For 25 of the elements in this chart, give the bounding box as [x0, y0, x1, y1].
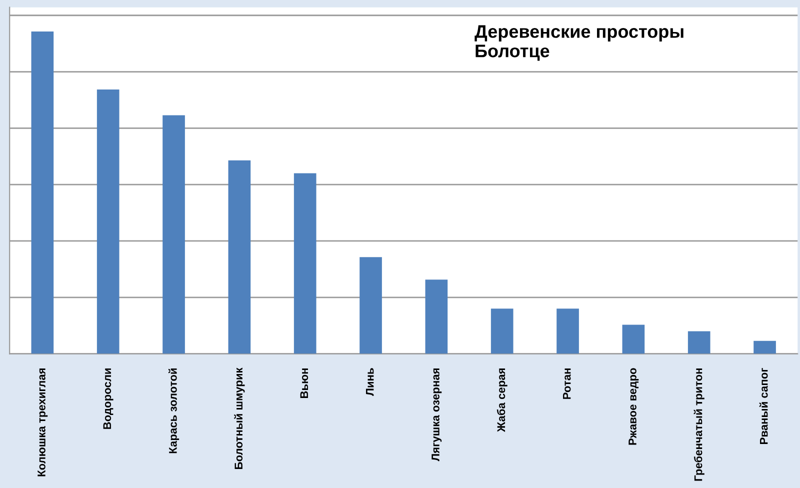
x-tick-label: Линь: [366, 368, 374, 396]
bar: [556, 308, 579, 354]
x-tick-label: Жаба серая: [496, 368, 508, 432]
x-tick-label: Ржавое ведро: [628, 368, 639, 445]
x-tick-label: Болотный шмурик: [234, 368, 245, 469]
bar: [228, 160, 251, 354]
x-tick-label: Вьюн: [300, 368, 308, 398]
chart-title: Деревенские просторы Болотце: [474, 25, 684, 61]
bar: [490, 308, 514, 354]
x-tick-label: Ротан: [562, 368, 571, 399]
bar: [96, 90, 120, 354]
bar: [425, 280, 448, 354]
bar: [294, 173, 316, 354]
bar: [622, 324, 645, 354]
bar: [754, 340, 776, 354]
x-tick-label: Гребенчатый тритон: [694, 368, 704, 481]
bar: [162, 115, 185, 354]
x-tick-label: Карась золотой: [168, 368, 180, 454]
bar: [31, 31, 54, 354]
bar: [360, 257, 382, 354]
bar: [688, 331, 710, 354]
x-tick-label: Лягушка озерная: [432, 368, 442, 462]
x-tick-label: Колюшка трехиглая: [38, 368, 48, 476]
x-tick-label: Водоросли: [103, 368, 114, 429]
x-tick-label: Рваный сапог: [759, 368, 768, 444]
